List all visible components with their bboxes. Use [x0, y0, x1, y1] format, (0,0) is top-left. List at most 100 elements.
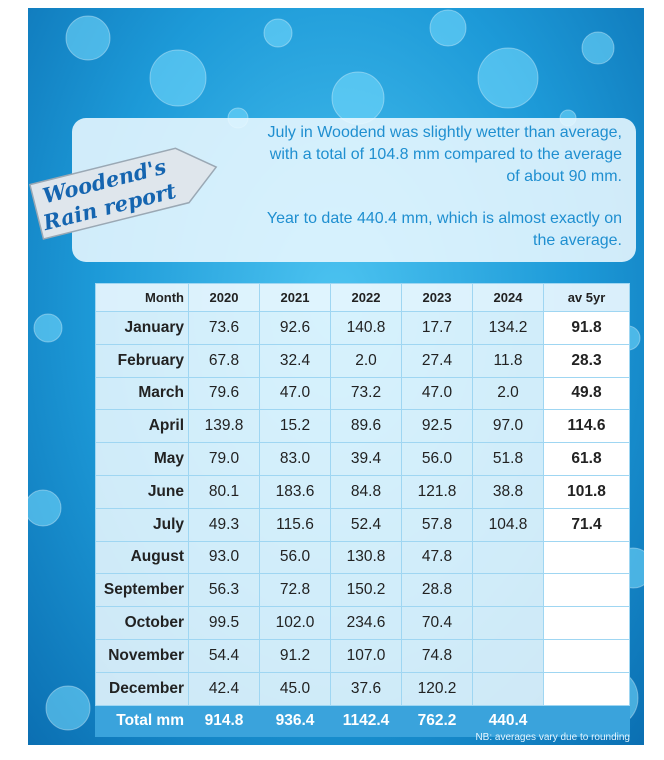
table-cell — [473, 607, 544, 640]
table-cell: 97.0 — [473, 410, 544, 443]
table-cell: 104.8 — [473, 508, 544, 541]
table-cell: 49.8 — [544, 377, 630, 410]
table-cell: 47.0 — [260, 377, 331, 410]
table-cell — [544, 639, 630, 672]
table-cell: 936.4 — [260, 705, 331, 736]
table-cell: 11.8 — [473, 344, 544, 377]
table-cell: 49.3 — [189, 508, 260, 541]
table-cell: 2022 — [331, 284, 402, 312]
table-cell: 17.7 — [402, 312, 473, 345]
table-cell: 39.4 — [331, 443, 402, 476]
table-cell: 102.0 — [260, 607, 331, 640]
table-cell: 42.4 — [189, 672, 260, 705]
table-cell: April — [96, 410, 189, 443]
table-cell: October — [96, 607, 189, 640]
table-cell: 183.6 — [260, 475, 331, 508]
table-cell: 134.2 — [473, 312, 544, 345]
table-cell: 130.8 — [331, 541, 402, 574]
table-cell: 2.0 — [331, 344, 402, 377]
table-cell: March — [96, 377, 189, 410]
table-cell: 52.4 — [331, 508, 402, 541]
table-cell: 56.0 — [260, 541, 331, 574]
table-cell: 2.0 — [473, 377, 544, 410]
table-cell — [544, 541, 630, 574]
table-cell: 38.8 — [473, 475, 544, 508]
table-cell — [473, 574, 544, 607]
table-cell: 2020 — [189, 284, 260, 312]
table-cell: August — [96, 541, 189, 574]
table-cell: 71.4 — [544, 508, 630, 541]
table-cell: 56.3 — [189, 574, 260, 607]
table-cell: 56.0 — [402, 443, 473, 476]
table-cell: 139.8 — [189, 410, 260, 443]
table-cell: 150.2 — [331, 574, 402, 607]
table-cell: Month — [96, 284, 189, 312]
table-cell: 914.8 — [189, 705, 260, 736]
table-cell: 79.6 — [189, 377, 260, 410]
table-cell: 89.6 — [331, 410, 402, 443]
table-cell: 91.8 — [544, 312, 630, 345]
table-cell: 115.6 — [260, 508, 331, 541]
table-cell: 15.2 — [260, 410, 331, 443]
table-cell — [473, 541, 544, 574]
table-cell: 51.8 — [473, 443, 544, 476]
table-cell: 91.2 — [260, 639, 331, 672]
table-cell: 45.0 — [260, 672, 331, 705]
table-cell: 93.0 — [189, 541, 260, 574]
table-cell: June — [96, 475, 189, 508]
table-cell: 32.4 — [260, 344, 331, 377]
table-cell: 121.8 — [402, 475, 473, 508]
table-cell: 80.1 — [189, 475, 260, 508]
table-cell: 54.4 — [189, 639, 260, 672]
table-cell: 107.0 — [331, 639, 402, 672]
table-row: May79.083.039.456.051.861.8 — [96, 443, 630, 476]
table-cell — [544, 607, 630, 640]
table-cell: 73.6 — [189, 312, 260, 345]
table-cell: 28.3 — [544, 344, 630, 377]
table-cell: 2024 — [473, 284, 544, 312]
table-cell: 83.0 — [260, 443, 331, 476]
table-cell: January — [96, 312, 189, 345]
table-cell: 67.8 — [189, 344, 260, 377]
table-cell: February — [96, 344, 189, 377]
table-cell: November — [96, 639, 189, 672]
table-cell: 72.8 — [260, 574, 331, 607]
table-cell: 73.2 — [331, 377, 402, 410]
note: NB: averages vary due to rounding — [475, 732, 630, 743]
table-cell: 114.6 — [544, 410, 630, 443]
table-cell: 47.8 — [402, 541, 473, 574]
table-cell — [544, 574, 630, 607]
table-cell: December — [96, 672, 189, 705]
table-cell: July — [96, 508, 189, 541]
table-cell: Total mm — [96, 705, 189, 736]
table-cell: 70.4 — [402, 607, 473, 640]
table-cell: May — [96, 443, 189, 476]
table-cell: 84.8 — [331, 475, 402, 508]
table-cell — [544, 672, 630, 705]
intro-paragraph: July in Woodend was slightly wetter than… — [262, 122, 622, 188]
table-cell — [473, 639, 544, 672]
table-cell: 61.8 — [544, 443, 630, 476]
table-cell: 99.5 — [189, 607, 260, 640]
table-cell: 234.6 — [331, 607, 402, 640]
table-cell — [473, 672, 544, 705]
table-cell: 2023 — [402, 284, 473, 312]
table-cell: 762.2 — [402, 705, 473, 736]
rain-report-tag: Woodend's Rain report — [24, 140, 224, 240]
table-cell: 1142.4 — [331, 705, 402, 736]
table-cell: 74.8 — [402, 639, 473, 672]
table-cell: 92.5 — [402, 410, 473, 443]
table-cell: av 5yr — [544, 284, 630, 312]
